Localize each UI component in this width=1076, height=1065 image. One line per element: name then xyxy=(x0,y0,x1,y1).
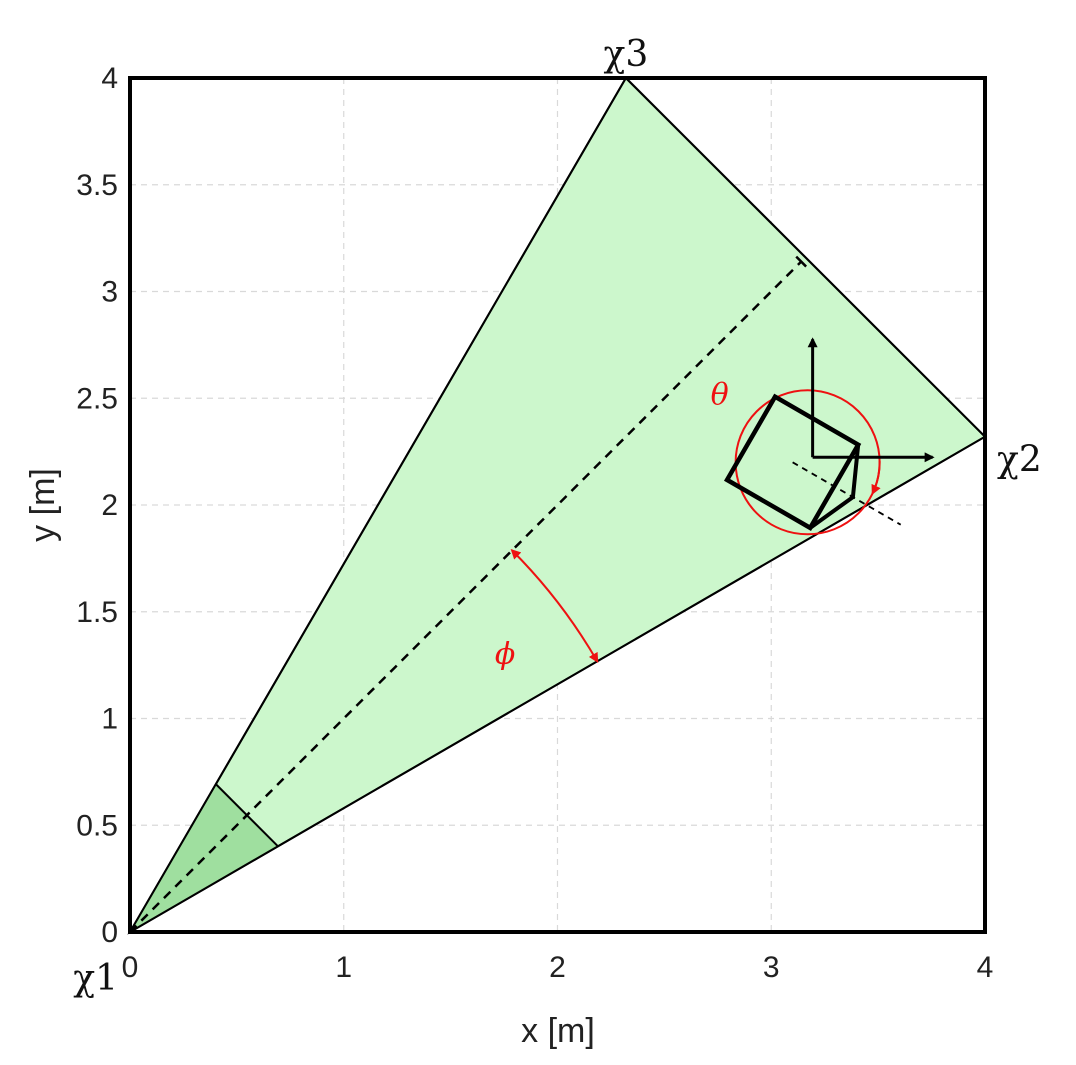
x-tick-label: 4 xyxy=(977,951,994,984)
y-tick-label: 3.5 xyxy=(76,169,118,202)
vertex-label: χ2 xyxy=(997,440,1042,481)
y-axis-label: y [m] xyxy=(24,468,62,542)
x-tick-label: 0 xyxy=(122,951,139,984)
region-edge xyxy=(625,77,986,438)
y-tick-label: 3 xyxy=(101,276,118,309)
robot-heading-line xyxy=(792,461,902,526)
y-tick-labels: 0 0.5 1 1.5 2 2.5 3 3.5 4 xyxy=(76,62,118,949)
plot-frame xyxy=(128,76,987,934)
phi-angle-arc xyxy=(510,548,599,664)
y-tick-label: 0 xyxy=(101,916,118,949)
region-edge xyxy=(129,435,986,933)
vertex-labels: χ1 χ2 χ3 xyxy=(73,34,1041,999)
theta-angle-label: θ xyxy=(711,377,729,412)
robot-group: θ xyxy=(711,337,935,536)
x-tick-label: 1 xyxy=(335,951,352,984)
y-tick-label: 0.5 xyxy=(76,809,118,842)
region-edge xyxy=(129,77,627,933)
x-tick-labels: 0 1 2 3 4 xyxy=(122,951,994,984)
x-tick-label: 3 xyxy=(763,951,780,984)
y-tick-label: 4 xyxy=(101,62,118,95)
y-tick-label: 2 xyxy=(101,489,118,522)
x-tick-label: 2 xyxy=(549,951,566,984)
y-tick-label: 2.5 xyxy=(76,382,118,415)
theta-angle-arrow xyxy=(871,460,881,496)
bisector-line xyxy=(129,260,803,933)
vertex-label: χ3 xyxy=(604,34,649,75)
phi-angle-label: ϕ xyxy=(495,637,515,672)
bisector-end-tick xyxy=(795,255,808,268)
y-tick-label: 1 xyxy=(101,703,118,736)
region-edges xyxy=(129,77,986,933)
x-axis-label: x [m] xyxy=(521,1012,595,1050)
robot-body xyxy=(723,393,862,531)
vertex-label: χ1 xyxy=(73,958,118,999)
y-tick-label: 1.5 xyxy=(76,596,118,629)
